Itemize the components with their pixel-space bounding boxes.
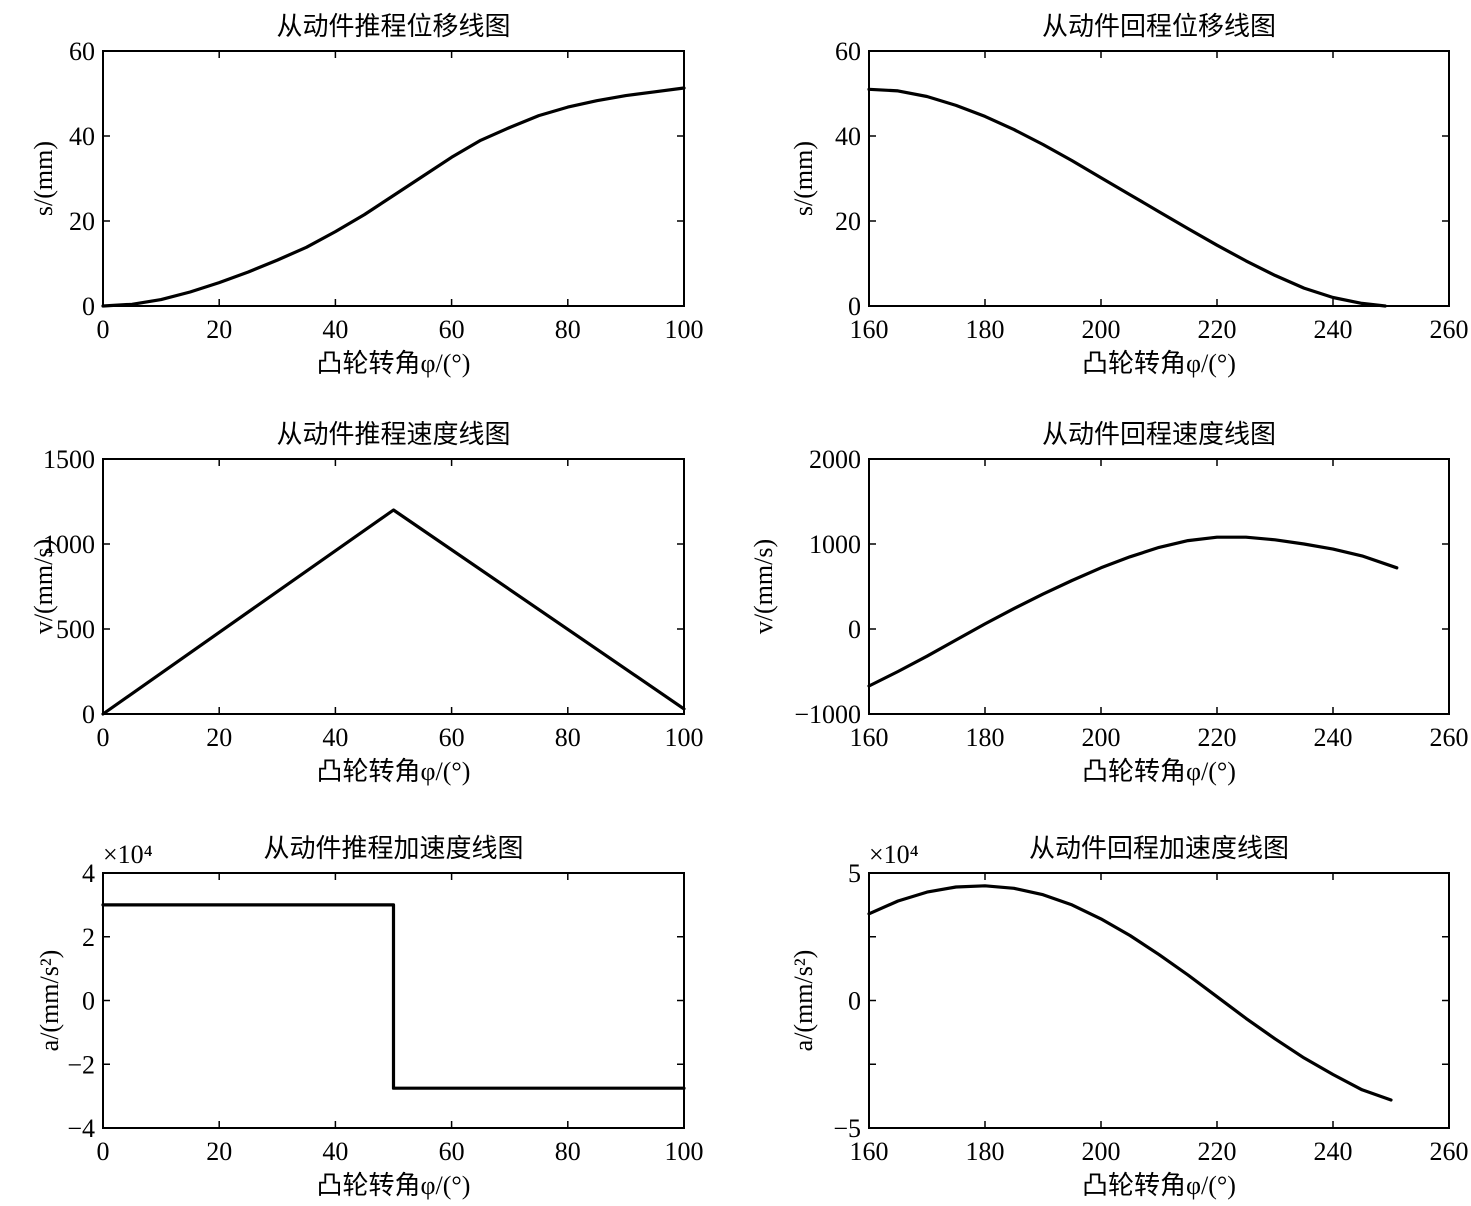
- y-tick-label: −5: [833, 1114, 861, 1143]
- chart-title: 从动件回程加速度线图: [1029, 834, 1289, 863]
- y-tick-label: 60: [69, 37, 95, 66]
- x-tick-label: 260: [1430, 1137, 1469, 1166]
- x-tick-label: 160: [850, 315, 889, 344]
- y-tick-label: 40: [69, 122, 95, 151]
- series-line-1: [101, 903, 686, 1090]
- x-tick-label: 0: [97, 723, 110, 752]
- x-tick-label: 80: [555, 723, 581, 752]
- x-tick-label: 200: [1082, 315, 1121, 344]
- chart-panel-5: 从动件推程加速度线图 0 20 40 60 80 100 −4 −2 0 2 4 ×10⁴ 凸轮转角φ/(…: [35, 834, 704, 1200]
- y-tick-label: 500: [56, 615, 95, 644]
- y-tick-label: −2: [67, 1050, 95, 1079]
- y-tick-label: 40: [835, 122, 861, 151]
- chart-panel-4: 从动件回程速度线图 160 180 200 220 240 260 −1000 0 1000 200…: [749, 420, 1469, 786]
- chart-panel-2: 从动件回程位移线图 160 180 200 220 240 260 0 20 40 60 凸轮转角φ/…: [789, 12, 1469, 378]
- x-tick-label: 60: [439, 723, 465, 752]
- y-tick-label: 0: [848, 615, 861, 644]
- x-tick-label: 220: [1198, 723, 1237, 752]
- x-tick-label: 260: [1430, 315, 1469, 344]
- y-tick-label: 4: [82, 859, 95, 888]
- x-tick-label: 80: [555, 1137, 581, 1166]
- x-tick-label: 20: [206, 315, 232, 344]
- x-tick-label: 100: [665, 315, 704, 344]
- x-tick-label: 200: [1082, 723, 1121, 752]
- y-tick-label: 0: [82, 700, 95, 729]
- y-tick-label: 5: [848, 859, 861, 888]
- series-line-1: [867, 884, 1393, 1102]
- x-tick-label: 60: [439, 1137, 465, 1166]
- series-line-1: [101, 508, 686, 716]
- chart-title: 从动件推程速度线图: [276, 420, 510, 449]
- series-line-1: [101, 86, 686, 308]
- x-tick-label: 240: [1314, 1137, 1353, 1166]
- x-tick-label: 20: [206, 723, 232, 752]
- chart-title: 从动件推程位移线图: [276, 12, 510, 41]
- x-tick-label: 0: [97, 1137, 110, 1166]
- y-tick-label: 1500: [43, 445, 95, 474]
- y-tick-label: 20: [835, 207, 861, 236]
- x-axis-label: 凸轮转角φ/(°): [1082, 1171, 1236, 1200]
- x-tick-label: 20: [206, 1137, 232, 1166]
- y-tick-label: 0: [848, 987, 861, 1016]
- x-axis-label: 凸轮转角φ/(°): [317, 1171, 471, 1200]
- y-tick-label: 2: [82, 923, 95, 952]
- x-tick-label: 240: [1314, 723, 1353, 752]
- y-tick-label: 0: [82, 987, 95, 1016]
- x-tick-label: 220: [1198, 315, 1237, 344]
- y-axis-label: a/(mm/s²): [35, 950, 64, 1052]
- x-tick-label: 100: [665, 723, 704, 752]
- chart-panel-1: 从动件推程位移线图 0 20 40 60 80 100 0 20 40 60 凸轮转角φ/(°) s/(…: [29, 12, 704, 378]
- plot-frame: [868, 458, 1450, 715]
- chart-title: 从动件回程位移线图: [1042, 12, 1276, 41]
- x-tick-label: 100: [665, 1137, 704, 1166]
- axis-scale-multiplier: ×10⁴: [869, 840, 919, 869]
- series-line-1: [867, 535, 1399, 688]
- chart-title: 从动件推程加速度线图: [263, 834, 523, 863]
- y-tick-label: −4: [67, 1114, 95, 1143]
- y-tick-label: −1000: [794, 700, 861, 729]
- x-tick-label: 0: [97, 315, 110, 344]
- plot-frame: [102, 50, 685, 307]
- y-tick-label: 1000: [809, 530, 861, 559]
- x-axis-label: 凸轮转角φ/(°): [317, 757, 471, 786]
- x-axis-label: 凸轮转角φ/(°): [1082, 757, 1236, 786]
- chart-panel-6: 从动件回程加速度线图 160 180 200 220 240 260 −5 0 5 ×10⁴ 凸轮转角…: [789, 834, 1469, 1200]
- x-tick-label: 160: [850, 723, 889, 752]
- x-tick-label: 160: [850, 1137, 889, 1166]
- x-tick-label: 40: [322, 1137, 348, 1166]
- x-tick-label: 40: [322, 723, 348, 752]
- y-axis-label: s/(mm): [29, 141, 58, 216]
- chart-title: 从动件回程速度线图: [1042, 420, 1276, 449]
- y-axis-label: s/(mm): [789, 141, 818, 216]
- x-tick-label: 80: [555, 315, 581, 344]
- x-tick-label: 240: [1314, 315, 1353, 344]
- y-axis-label: a/(mm/s²): [789, 950, 818, 1052]
- y-tick-label: 0: [82, 292, 95, 321]
- series-line-1: [867, 87, 1387, 308]
- x-tick-label: 260: [1430, 723, 1469, 752]
- x-tick-label: 200: [1082, 1137, 1121, 1166]
- x-tick-label: 180: [966, 315, 1005, 344]
- x-tick-label: 40: [322, 315, 348, 344]
- y-axis-label: v/(mm/s): [29, 539, 58, 634]
- y-axis-label: v/(mm/s): [749, 539, 778, 634]
- y-tick-label: 0: [848, 292, 861, 321]
- y-tick-label: 2000: [809, 445, 861, 474]
- x-tick-label: 60: [439, 315, 465, 344]
- x-tick-label: 180: [966, 723, 1005, 752]
- axis-scale-multiplier: ×10⁴: [103, 840, 153, 869]
- x-tick-label: 180: [966, 1137, 1005, 1166]
- x-axis-label: 凸轮转角φ/(°): [317, 349, 471, 378]
- plot-frame: [868, 50, 1450, 307]
- x-tick-label: 220: [1198, 1137, 1237, 1166]
- y-tick-label: 20: [69, 207, 95, 236]
- y-tick-label: 1000: [43, 530, 95, 559]
- y-tick-label: 60: [835, 37, 861, 66]
- x-axis-label: 凸轮转角φ/(°): [1082, 349, 1236, 378]
- plot-frame: [102, 458, 685, 715]
